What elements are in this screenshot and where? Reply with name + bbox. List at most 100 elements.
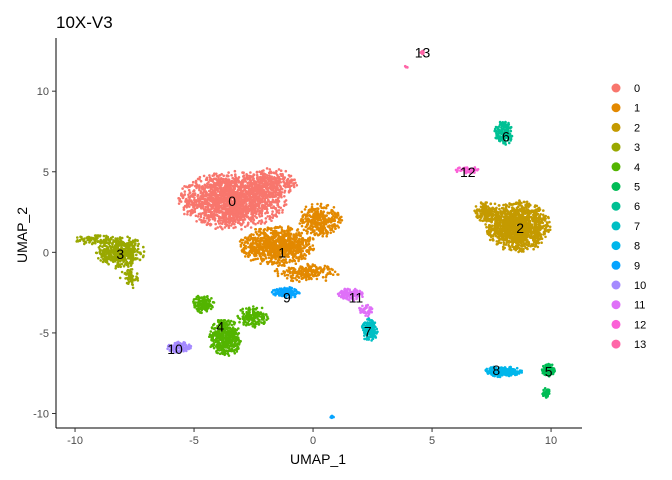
data-point bbox=[114, 267, 117, 270]
data-point bbox=[131, 261, 134, 265]
data-point bbox=[292, 182, 295, 185]
data-point bbox=[257, 312, 260, 315]
data-point bbox=[119, 248, 122, 252]
data-point bbox=[275, 169, 278, 173]
data-point bbox=[107, 262, 110, 266]
data-point bbox=[237, 201, 241, 205]
data-point bbox=[227, 174, 230, 178]
data-point bbox=[287, 225, 290, 228]
data-point bbox=[218, 211, 221, 214]
data-point bbox=[304, 241, 308, 244]
data-point bbox=[264, 217, 268, 220]
data-point bbox=[275, 215, 279, 218]
data-point bbox=[301, 267, 304, 270]
data-point bbox=[259, 312, 263, 316]
data-point bbox=[238, 317, 242, 321]
data-point bbox=[102, 250, 106, 254]
data-point bbox=[208, 189, 212, 193]
data-point bbox=[227, 218, 231, 222]
data-point bbox=[276, 203, 280, 207]
data-point bbox=[330, 228, 334, 232]
data-point bbox=[311, 244, 315, 247]
data-point bbox=[262, 174, 265, 177]
data-point bbox=[191, 180, 195, 184]
data-point bbox=[275, 288, 279, 291]
data-point bbox=[272, 171, 276, 174]
data-point bbox=[282, 204, 286, 208]
data-point bbox=[192, 206, 195, 209]
data-point bbox=[252, 322, 255, 326]
data-point bbox=[212, 200, 215, 204]
data-point bbox=[337, 226, 341, 229]
data-point bbox=[331, 212, 334, 216]
data-point bbox=[259, 222, 263, 225]
data-point bbox=[319, 266, 322, 270]
data-point bbox=[331, 268, 334, 272]
data-point bbox=[196, 195, 199, 198]
data-point bbox=[281, 230, 285, 233]
data-point bbox=[312, 225, 315, 228]
data-point bbox=[246, 239, 250, 242]
data-point bbox=[293, 178, 296, 181]
data-point bbox=[303, 208, 307, 211]
data-point bbox=[131, 286, 135, 290]
data-point bbox=[206, 207, 209, 211]
data-point bbox=[257, 204, 261, 207]
cluster-3-points bbox=[75, 234, 146, 290]
data-point bbox=[279, 206, 283, 210]
data-point bbox=[182, 208, 186, 211]
data-point bbox=[324, 221, 328, 225]
data-point bbox=[229, 319, 233, 323]
data-point bbox=[130, 268, 134, 271]
data-point bbox=[240, 202, 244, 205]
data-point bbox=[303, 257, 307, 260]
data-point bbox=[308, 236, 312, 239]
data-point bbox=[288, 258, 292, 262]
data-point bbox=[243, 225, 247, 229]
data-point bbox=[260, 239, 263, 242]
data-point bbox=[226, 187, 230, 190]
data-point bbox=[124, 277, 127, 280]
data-point bbox=[116, 250, 120, 254]
data-point bbox=[222, 214, 225, 218]
data-point bbox=[222, 174, 225, 177]
data-point bbox=[264, 191, 267, 195]
data-point bbox=[326, 232, 329, 236]
data-point bbox=[216, 340, 219, 344]
data-point bbox=[281, 238, 285, 242]
data-point bbox=[314, 212, 318, 215]
data-point bbox=[214, 222, 217, 226]
data-point bbox=[96, 240, 100, 243]
data-point bbox=[260, 321, 263, 324]
data-point bbox=[267, 236, 270, 239]
data-point bbox=[324, 230, 328, 233]
data-point bbox=[294, 276, 297, 280]
data-point bbox=[239, 186, 243, 190]
data-point bbox=[299, 234, 303, 238]
data-point bbox=[128, 247, 131, 251]
data-point bbox=[299, 265, 302, 268]
data-point bbox=[98, 250, 102, 253]
data-point bbox=[227, 226, 231, 229]
data-point bbox=[333, 219, 336, 223]
data-point bbox=[269, 253, 273, 256]
data-point bbox=[295, 249, 298, 253]
data-point bbox=[135, 249, 139, 252]
data-point bbox=[195, 183, 199, 187]
data-point bbox=[90, 236, 93, 240]
data-point bbox=[214, 177, 217, 181]
data-point bbox=[127, 273, 131, 277]
data-point bbox=[195, 186, 198, 190]
data-point bbox=[317, 216, 320, 219]
data-point bbox=[183, 190, 187, 193]
data-point bbox=[199, 215, 203, 219]
data-point bbox=[304, 205, 308, 209]
data-point bbox=[230, 212, 233, 215]
data-point bbox=[284, 169, 288, 173]
data-point bbox=[286, 273, 290, 277]
data-point bbox=[262, 258, 265, 262]
data-point bbox=[301, 218, 305, 221]
data-point bbox=[279, 185, 282, 189]
data-point bbox=[112, 259, 115, 263]
data-point bbox=[256, 179, 260, 182]
